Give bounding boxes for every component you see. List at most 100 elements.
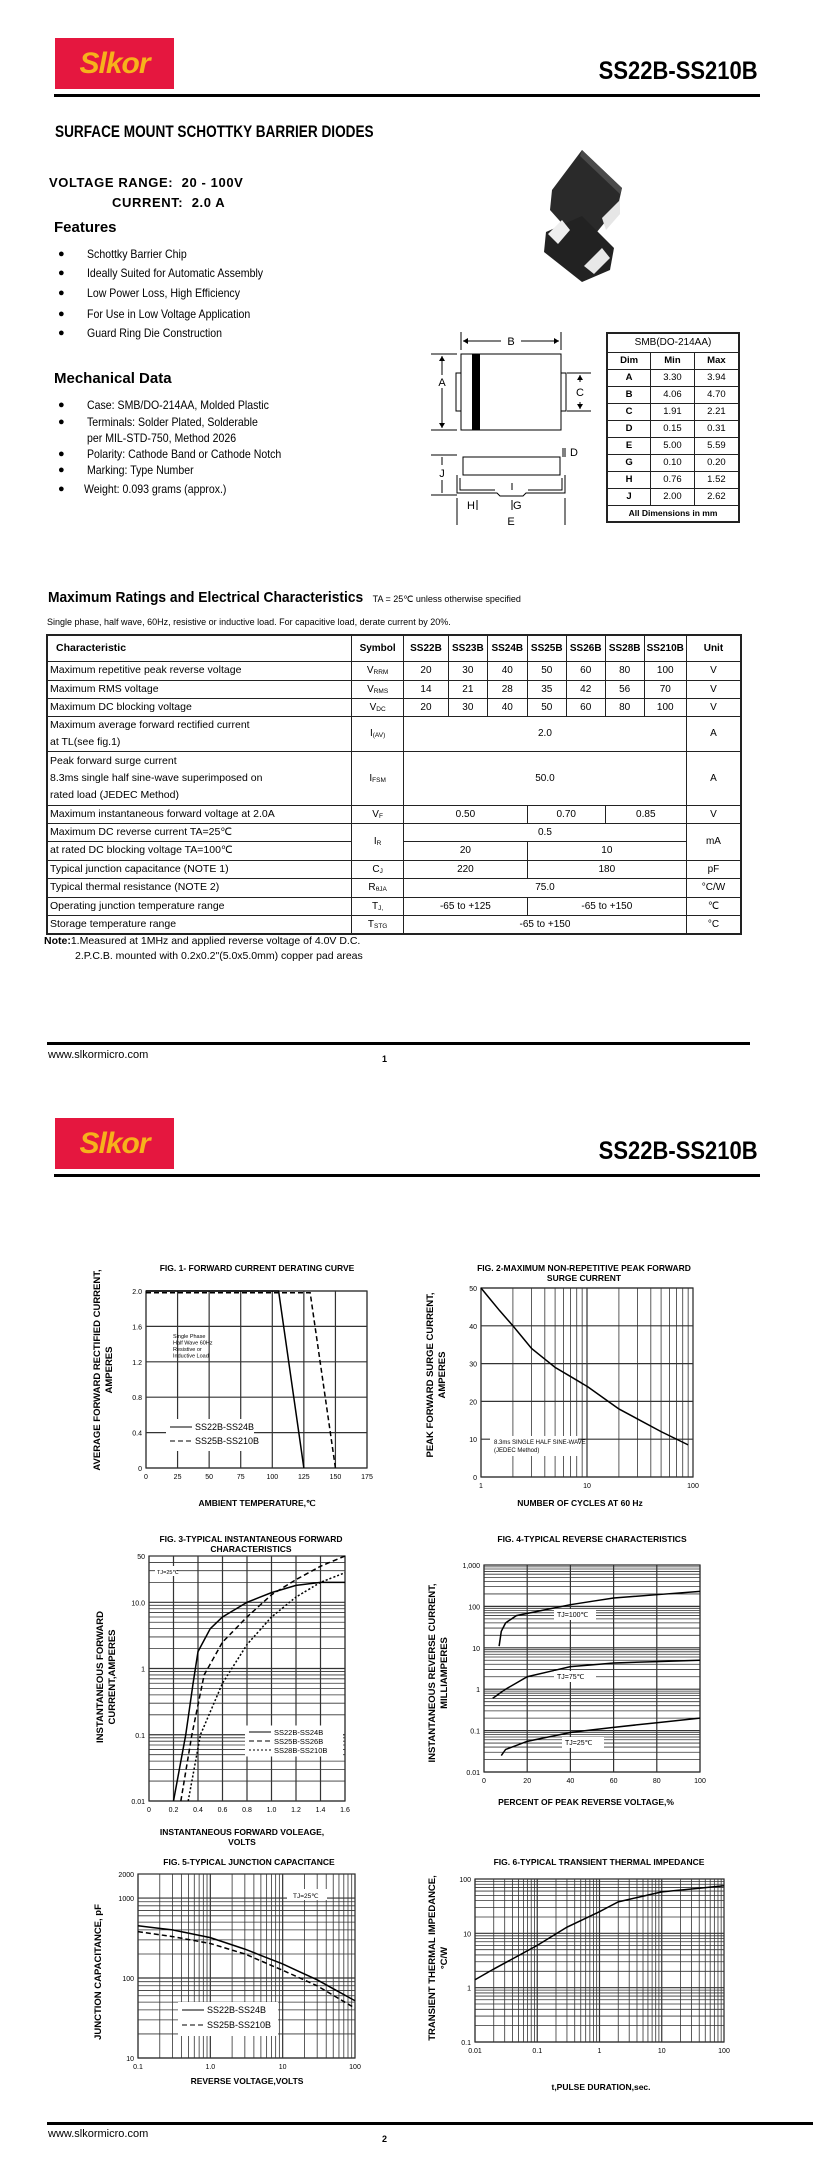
legend-label: SS25B-SS210B	[207, 2020, 271, 2030]
bullet-icon: ●	[58, 464, 65, 476]
legend-label: SS22B-SS24B	[207, 2005, 266, 2015]
y-tick-label: 1	[467, 1986, 471, 1993]
legend-label: SS22B-SS24B	[195, 1422, 254, 1432]
chart-fig-2: 1 10 100 0 10 20 30 40 50 8.3ms SINGLE HALF SINE-…	[469, 1286, 699, 1490]
feature-item: For Use in Low Voltage Application	[87, 307, 251, 321]
features-heading: Features	[54, 219, 117, 236]
x-tick-label: 150	[330, 1474, 342, 1481]
series-line-2	[492, 1659, 701, 1699]
series-line-1	[498, 1590, 701, 1647]
y-tick-label: 0.8	[132, 1395, 142, 1402]
page-number: 1	[382, 1054, 388, 1064]
dimension-table: SMB(DO-214AA) Dim Min Max A 3.30 3.94 B 4.06 4.70…	[606, 332, 740, 523]
x-tick-label: 75	[237, 1474, 245, 1481]
chart-title: FIG. 2-MAXIMUM NON-REPETITIVE PEAK FORWA…	[477, 1263, 691, 1273]
footer-url[interactable]: www.slkormicro.com	[48, 2128, 149, 2140]
dim-label-b: B	[507, 336, 514, 348]
y-tick-label: 1.6	[132, 1324, 142, 1331]
value-cell: -65 to +150	[526, 896, 687, 916]
dim-label-d: D	[570, 447, 578, 459]
bullet-icon: ●	[58, 308, 65, 320]
y-tick-label: 0.1	[461, 2040, 471, 2047]
feature-item: Ideally Suited for Automatic Assembly	[87, 266, 264, 280]
characteristic-cell: Maximum average forward rectified curren…	[46, 715, 353, 752]
x-axis-label: REVERSE VOLTAGE,VOLTS	[190, 2076, 304, 2086]
chart-annotation: (JEDEC Method)	[494, 1448, 539, 1454]
mechanical-item: Case: SMB/DO-214AA, Molded Plastic	[87, 398, 269, 412]
feature-item: Low Power Loss, High Efficiency	[87, 286, 240, 300]
y-tick-label: 10	[472, 1646, 480, 1653]
table-row: Maximum repetitive peak reverse voltage V…	[46, 660, 742, 681]
y-tick-label: 10	[463, 1931, 471, 1938]
y-tick-label: 1	[476, 1687, 480, 1694]
product-title: SURFACE MOUNT SCHOTTKY BARRIER DIODES	[55, 122, 374, 141]
dim-row: G 0.10 0.20	[606, 453, 740, 472]
legend-label: SS25B-SS210B	[195, 1436, 259, 1446]
y-tick-label: 0.01	[131, 1799, 145, 1806]
chart-title: CHARACTERISTICS	[210, 1544, 292, 1554]
x-tick-label: 0.1	[133, 2064, 143, 2071]
chart-annotation: TJ=25℃	[157, 1570, 179, 1576]
dim-label-g: G	[513, 500, 522, 512]
series-label: TJ=75℃	[557, 1674, 585, 1681]
y-tick-label: 100	[459, 1877, 471, 1884]
dim-label-e: E	[507, 516, 514, 528]
chart-fig-1: 0 25 50 75 100 125 150 175 0 0.4 0.8 1.2 1.6 2.0 Singl…	[132, 1289, 373, 1481]
series-line-2	[180, 1555, 346, 1802]
chart-title: SURGE CURRENT	[546, 1273, 622, 1283]
bullet-icon: ●	[58, 248, 65, 260]
ratings-heading: Maximum Ratings and Electrical Character…	[48, 589, 521, 606]
y-tick-label: 20	[469, 1399, 477, 1406]
unit-cell: A	[685, 750, 742, 806]
chart-annotation: Single Phase	[173, 1334, 205, 1340]
x-tick-label: 40	[567, 1778, 575, 1785]
x-tick-label: 100	[349, 2064, 361, 2071]
x-tick-label: 0.2	[169, 1807, 179, 1814]
x-tick-label: 100	[687, 1483, 699, 1490]
x-axis-label: NUMBER OF CYCLES AT 60 Hz	[517, 1498, 643, 1508]
table-row: Storage temperature range TSTG -65 to +150…	[46, 914, 742, 934]
y-tick-label: 0.01	[466, 1770, 480, 1777]
characteristic-cell: Maximum DC blocking voltage	[46, 697, 353, 717]
bullet-icon: ●	[58, 287, 65, 299]
y-axis-label: INSTANTANEOUS FORWARD CURRENT,AMPERES	[95, 1611, 118, 1743]
footer-rule	[47, 1042, 750, 1045]
bullet-icon: ●	[58, 267, 65, 279]
footer-rule	[47, 2122, 813, 2125]
legend-label: SS28B-SS210B	[274, 1746, 327, 1755]
y-tick-label: 0	[473, 1475, 477, 1482]
chart-fig-5: 0.1 1.0 10 100 10 100 1000 2000 TJ=25℃ SS22B-SS24…	[118, 1872, 361, 2071]
x-tick-label: 50	[205, 1474, 213, 1481]
feature-item: Guard Ring Die Construction	[87, 326, 222, 340]
x-tick-label: 1	[479, 1483, 483, 1490]
y-tick-label: 50	[469, 1286, 477, 1293]
x-tick-label: 1.4	[316, 1807, 326, 1814]
x-tick-label: 10	[658, 2048, 666, 2055]
column-header: Unit	[685, 634, 742, 662]
series-label: TJ=100℃	[557, 1612, 589, 1619]
x-axis-label: PERCENT OF PEAK REVERSE VOLTAGE,%	[498, 1797, 674, 1807]
page-number: 2	[382, 2134, 388, 2144]
x-tick-label: 25	[174, 1474, 182, 1481]
unit-cell: °C/W	[685, 877, 742, 898]
x-tick-label: 0.01	[468, 2048, 482, 2055]
characteristic-cell: Storage temperature range	[46, 914, 353, 934]
chart-title: FIG. 3-TYPICAL INSTANTANEOUS FORWARD	[159, 1534, 343, 1544]
y-axis-label: PEAK FORWARD SURGE CURRENT, AMPERES	[425, 1292, 448, 1458]
dim-row: J 2.00 2.62	[606, 487, 740, 506]
series-label: TJ=25℃	[565, 1740, 593, 1747]
symbol-cell: TSTG	[351, 914, 405, 934]
table-row: Maximum DC blocking voltage VDC 20 30 40 50 60…	[46, 697, 742, 717]
dim-row: C 1.91 2.21	[606, 402, 740, 421]
y-tick-label: 10	[469, 1437, 477, 1444]
y-axis-label: TRANSIENT THERMAL IMPEDANCE, °C/W	[427, 1875, 450, 2041]
symbol-cell: IFSM	[351, 750, 405, 806]
characteristic-cell: Maximum RMS voltage	[46, 679, 353, 699]
dim-row: B 4.06 4.70	[606, 385, 740, 404]
footer-url[interactable]: www.slkormicro.com	[48, 1049, 149, 1061]
legend-label: SS22B-SS24B	[274, 1728, 323, 1737]
x-tick-label: 10	[279, 2064, 287, 2071]
chart-fig-4: 0 20 40 60 80 100 0.01 0.1 1 10 100 1,000 TJ=100℃ TJ=…	[462, 1563, 705, 1785]
